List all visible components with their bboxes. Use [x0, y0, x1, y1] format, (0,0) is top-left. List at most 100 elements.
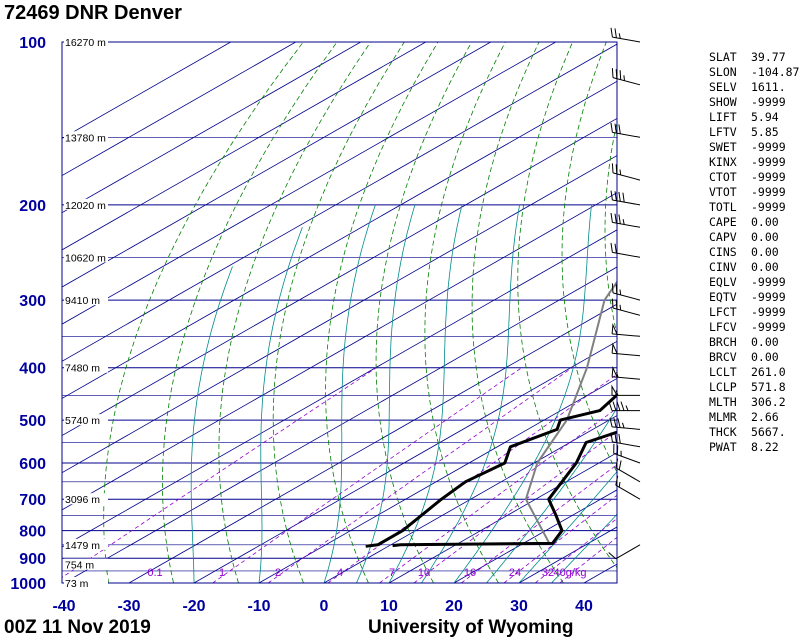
- index-row: EQLV -9999: [709, 275, 800, 290]
- moist-adiabat-line: [551, 513, 617, 583]
- mixing-ratio-label: 0.1: [147, 567, 162, 579]
- mixing-ratio-line: [212, 367, 522, 583]
- index-key: MLTH: [709, 395, 737, 409]
- pressure-tick-label: 100: [19, 35, 46, 52]
- index-value: 2.66: [751, 410, 779, 424]
- isotherm-line: [388, 452, 617, 583]
- isotherm-line: [62, 117, 617, 437]
- height-label: 3096 m: [65, 494, 100, 506]
- wind-barb: [611, 68, 641, 86]
- index-row: LCLP 571.8: [709, 380, 800, 395]
- plot-border: [61, 41, 618, 584]
- wind-barb: [611, 365, 641, 380]
- moist-adiabat-line: [356, 204, 416, 583]
- pressure-tick-label: 300: [19, 293, 46, 310]
- mixing-ratio-label: 7: [389, 567, 395, 579]
- index-key: LFCV: [709, 320, 737, 334]
- mixing-ratio-label: 2: [275, 567, 281, 579]
- wind-barb: [611, 384, 640, 396]
- wind-barb: [608, 544, 641, 560]
- index-key: CINV: [709, 260, 737, 274]
- pressure-tick-label: 500: [19, 413, 46, 430]
- height-label-bg: [64, 36, 108, 47]
- isotherm-line: [62, 42, 296, 177]
- index-row: LFCV -9999: [709, 320, 800, 335]
- height-label-bg: [64, 251, 108, 263]
- index-row: LFCT -9999: [709, 305, 800, 320]
- wind-barb: [615, 458, 641, 483]
- isotherm-line: [62, 42, 361, 214]
- index-row: KINX -9999: [709, 155, 800, 170]
- index-value: 8.22: [751, 440, 779, 454]
- wind-barb: [610, 27, 641, 43]
- wind-barb: [609, 417, 641, 430]
- isotherm-line: [62, 42, 556, 325]
- height-label: 1479 m: [65, 540, 100, 552]
- height-label: 73 m: [65, 578, 89, 590]
- mixing-ratio-label: 24: [509, 567, 521, 579]
- isotherm-line: [258, 377, 617, 583]
- pressure-tick-label: 700: [19, 492, 46, 509]
- temperature-trace-line: [392, 430, 617, 548]
- dry-adiabat-line: [325, 42, 439, 583]
- wind-barb: [615, 475, 641, 500]
- index-value: 5.94: [751, 110, 779, 124]
- temperature-tick-label: -10: [247, 598, 270, 615]
- index-key: MLMR: [709, 410, 737, 424]
- index-row: CINS 0.00: [709, 245, 800, 260]
- observation-time: 00Z 11 Nov 2019: [4, 617, 151, 638]
- index-value: 0.00: [751, 230, 779, 244]
- dry-adiabat-line: [162, 42, 338, 583]
- index-row: CAPV 0.00: [709, 230, 800, 245]
- pressure-tick-label: 900: [19, 551, 46, 568]
- dry-adiabat-line: [517, 42, 617, 569]
- index-key: SLAT: [709, 50, 737, 64]
- height-label-bg: [64, 558, 108, 570]
- index-key: TOTL: [709, 200, 737, 214]
- wind-barb: [611, 298, 641, 316]
- moist-adiabat-line: [518, 471, 617, 583]
- mixing-ratio-line: [461, 464, 617, 583]
- index-value: -9999: [751, 185, 786, 199]
- moist-adiabat-line: [486, 407, 617, 583]
- index-value: -104.87: [751, 65, 800, 79]
- temperature-tick-label: 0: [320, 598, 329, 615]
- index-value: -9999: [751, 275, 786, 289]
- height-label: 754 m: [65, 560, 94, 572]
- height-label-bg: [64, 414, 108, 426]
- index-key: SHOW: [709, 95, 737, 109]
- mixing-ratio-line: [413, 431, 617, 583]
- dry-adiabat-line: [272, 42, 405, 583]
- wind-barb: [610, 122, 641, 138]
- index-key: EQLV: [709, 275, 737, 289]
- temperature-tick-label: 10: [380, 598, 398, 615]
- index-key: SLON: [709, 65, 737, 79]
- data-source: University of Wyoming: [368, 617, 574, 638]
- index-value: 0.00: [751, 245, 779, 259]
- isotherm-line: [323, 415, 617, 583]
- index-row: VTOT -9999: [709, 185, 800, 200]
- temperature-tick-label: 40: [575, 598, 593, 615]
- dry-adiabat-line: [471, 42, 564, 583]
- wind-barb: [611, 163, 641, 181]
- pressure-tick-label: 1000: [10, 576, 46, 593]
- index-value: 0.00: [751, 215, 779, 229]
- wind-barb: [611, 322, 641, 337]
- wind-barb: [610, 190, 641, 206]
- height-label-bg: [64, 361, 108, 373]
- index-value: 306.2: [751, 395, 786, 409]
- index-value: -9999: [751, 320, 786, 334]
- index-value: 0.00: [751, 350, 779, 364]
- temperature-tick-label: -30: [117, 598, 140, 615]
- index-value: 5.85: [751, 125, 779, 139]
- index-row: MLMR 2.66: [709, 410, 800, 425]
- height-label: 5740 m: [65, 415, 100, 427]
- index-row: LIFT 5.94: [709, 110, 800, 125]
- index-value: -9999: [751, 305, 786, 319]
- chart-title: 72469 DNR Denver: [4, 2, 182, 24]
- index-value: -9999: [751, 200, 786, 214]
- wind-barb: [608, 401, 640, 412]
- index-key: CINS: [709, 245, 737, 259]
- index-row: LFTV 5.85: [709, 125, 800, 140]
